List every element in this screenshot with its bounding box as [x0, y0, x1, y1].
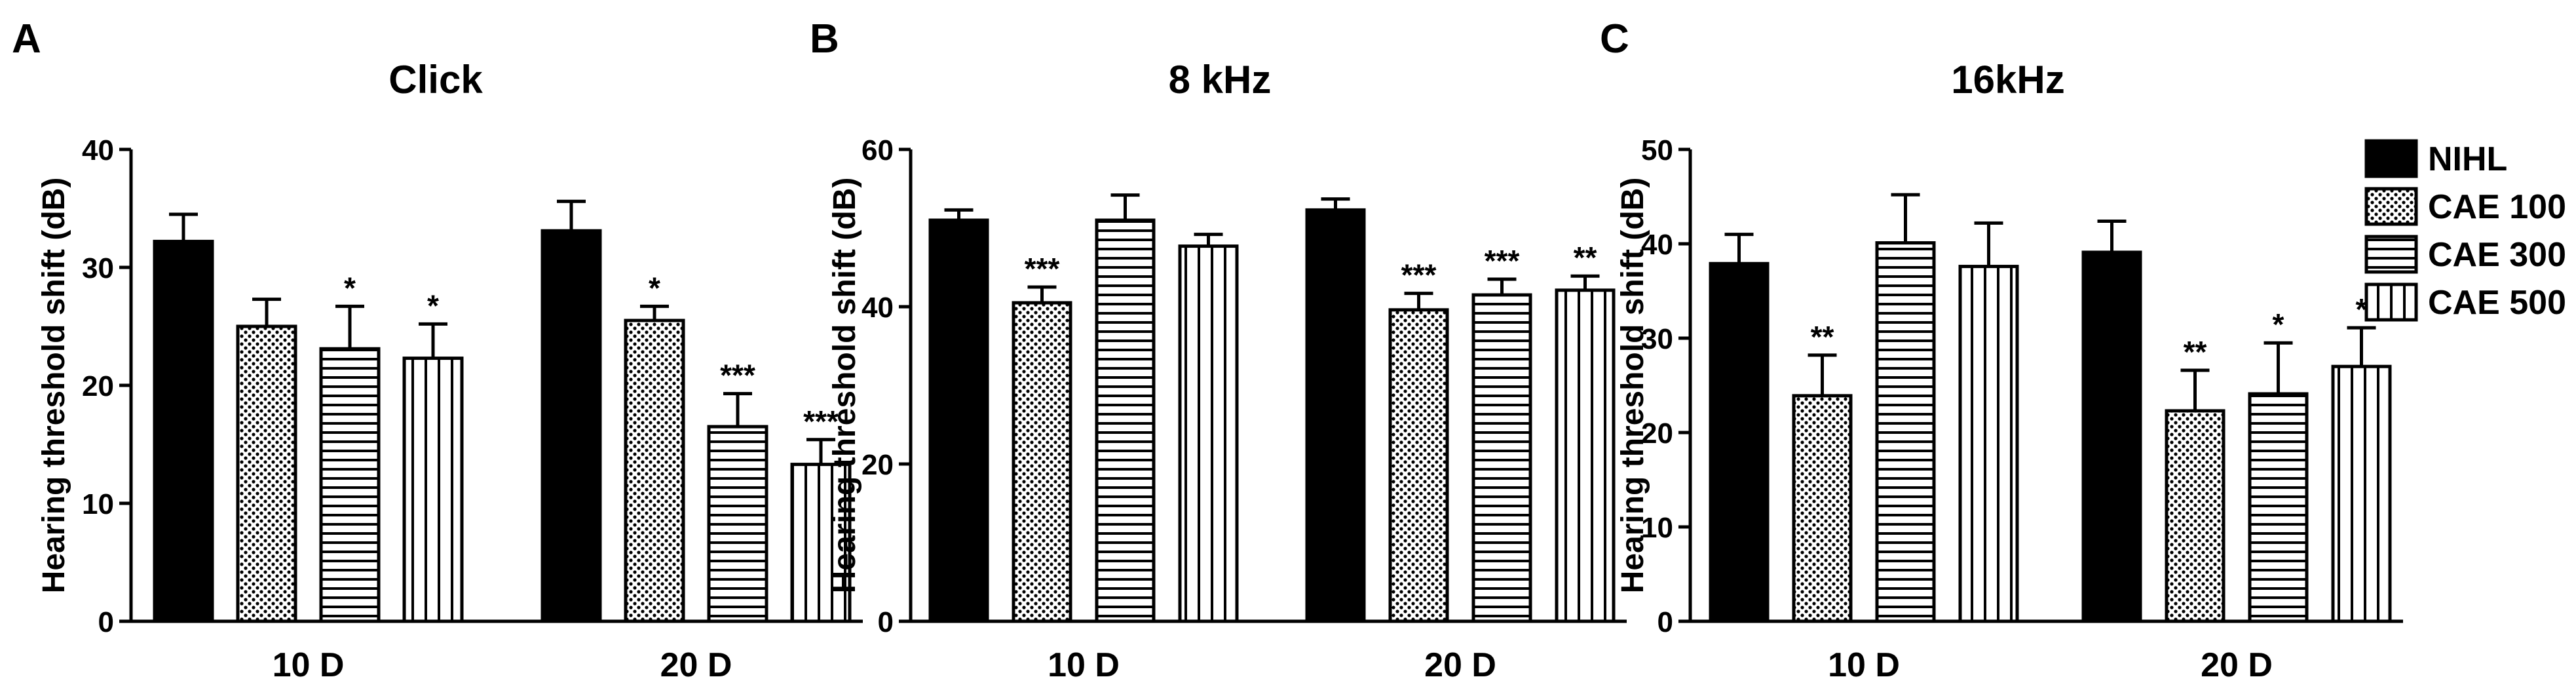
y-tick-label: 60 — [862, 134, 894, 166]
significance-marker: ** — [1574, 241, 1597, 275]
y-tick-label: 10 — [1641, 512, 1673, 544]
legend-swatch — [2364, 282, 2418, 322]
significance-marker: * — [2356, 292, 2368, 326]
y-tick-label: 10 — [82, 488, 114, 520]
y-tick-label: 50 — [1641, 134, 1673, 166]
legend-item-cae-300: CAE 300 — [2364, 235, 2566, 274]
legend-label: NIHL — [2428, 140, 2507, 178]
bar-cae-300-20d — [2248, 392, 2309, 623]
significance-marker: *** — [803, 404, 839, 438]
bar-cae-500-20d — [1555, 288, 1616, 623]
panel-A: A Click Hearing threshold shift (dB) 0 10 20 3… — [12, 16, 863, 684]
significance-marker: * — [427, 288, 439, 322]
legend-label: CAE 500 — [2428, 284, 2566, 322]
y-axis-label: Hearing threshold shift (dB) — [827, 178, 862, 594]
bar-nihl-20d — [540, 229, 602, 623]
y-tick-label: 0 — [1657, 606, 1673, 638]
bar-cae-300-10d — [319, 347, 381, 623]
bar-cae-300-20d — [707, 425, 768, 623]
bar-nihl-20d — [1305, 208, 1366, 623]
significance-marker: ** — [1811, 320, 1834, 354]
y-tick-label: 20 — [82, 370, 114, 402]
y-tick-label: 30 — [1641, 323, 1673, 355]
panel-letter: C — [1600, 16, 1629, 62]
y-tick-label: 40 — [1641, 229, 1673, 261]
panel-B: B 8 kHz Hearing threshold shift (dB) 0 20 40 6… — [810, 16, 1627, 684]
legend-label: CAE 100 — [2428, 188, 2566, 226]
bar-cae-100-10d — [1012, 301, 1072, 623]
legend: NIHL CAE 100 CAE 300 CAE 500 — [2364, 139, 2566, 322]
significance-marker: *** — [720, 358, 755, 393]
bar-cae-300-10d — [1095, 218, 1156, 623]
bar-cae-300-10d — [1875, 241, 1936, 623]
chart-title: 8 kHz — [1169, 58, 1272, 102]
y-tick-label: 30 — [82, 252, 114, 284]
significance-marker: *** — [1401, 258, 1437, 292]
legend-item-nihl: NIHL — [2364, 139, 2507, 178]
bar-nihl-10d — [1709, 261, 1770, 623]
significance-marker: ** — [2184, 335, 2207, 369]
y-tick-label: 20 — [862, 449, 894, 481]
x-category-label: 10 D — [1828, 646, 1900, 684]
legend-swatch — [2364, 139, 2418, 178]
y-tick-label: 40 — [862, 292, 894, 324]
significance-marker: * — [2273, 307, 2284, 341]
significance-marker: * — [344, 271, 356, 305]
bar-cae-100-10d — [236, 324, 297, 623]
significance-marker: * — [649, 271, 660, 305]
bar-nihl-10d — [153, 239, 214, 623]
legend-item-cae-500: CAE 500 — [2364, 282, 2566, 322]
x-category-label: 20 D — [660, 646, 732, 684]
y-axis-label: Hearing threshold shift (dB) — [1616, 178, 1650, 594]
bar-cae-500-10d — [1958, 265, 2019, 623]
x-category-label: 20 D — [2201, 646, 2273, 684]
x-category-label: 10 D — [1048, 646, 1120, 684]
panel-C: C 16kHz Hearing threshold shift (dB)0 10 20 3… — [1600, 16, 2403, 684]
bar-nihl-10d — [928, 218, 989, 623]
bar-cae-500-10d — [1178, 244, 1239, 623]
bar-cae-300-20d — [1471, 293, 1532, 623]
bar-cae-100-10d — [1792, 394, 1853, 623]
legend-label: CAE 300 — [2428, 236, 2566, 274]
bar-cae-500-10d — [402, 357, 464, 623]
legend-swatch — [2364, 187, 2418, 226]
y-axis-label: Hearing threshold shift (dB) — [37, 178, 71, 594]
bar-cae-100-20d — [624, 319, 685, 623]
bar-cae-100-20d — [1388, 308, 1449, 623]
bar-nihl-20d — [2081, 250, 2142, 623]
significance-marker: *** — [1025, 252, 1060, 286]
bar-cae-100-20d — [2165, 409, 2226, 623]
chart-title: 16kHz — [1951, 58, 2064, 102]
significance-marker: *** — [1485, 244, 1520, 278]
legend-swatch — [2364, 235, 2418, 274]
chart-title: Click — [388, 58, 483, 102]
x-category-label: 10 D — [273, 646, 345, 684]
panel-letter: B — [810, 16, 839, 62]
legend-item-cae-100: CAE 100 — [2364, 187, 2566, 226]
y-tick-label: 0 — [98, 606, 114, 638]
y-tick-label: 20 — [1641, 417, 1673, 450]
bar-cae-500-20d — [2331, 364, 2392, 623]
x-category-label: 20 D — [1424, 646, 1496, 684]
y-tick-label: 40 — [82, 134, 114, 166]
panel-letter: A — [12, 16, 41, 62]
y-tick-label: 0 — [878, 606, 894, 638]
